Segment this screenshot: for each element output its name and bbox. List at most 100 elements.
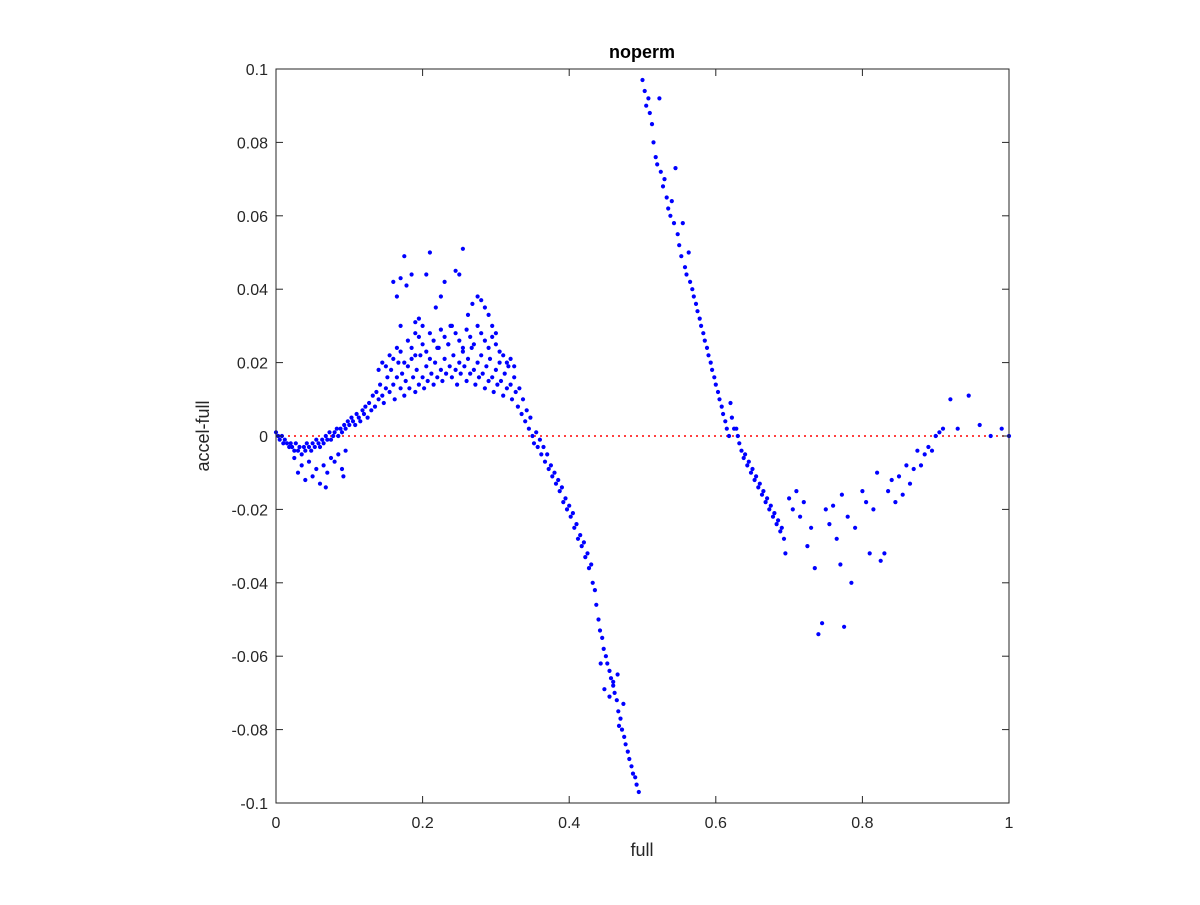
data-point	[448, 323, 453, 328]
y-tick-label: 0	[259, 429, 268, 446]
data-point	[763, 500, 768, 505]
x-tick-label: 0.6	[705, 815, 727, 832]
data-point	[729, 415, 735, 420]
data-point	[442, 356, 447, 361]
data-point	[805, 544, 810, 549]
data-point	[781, 536, 787, 541]
data-point	[634, 782, 639, 787]
data-point	[820, 621, 825, 626]
data-point	[642, 88, 647, 94]
data-point	[790, 507, 795, 512]
data-point	[893, 500, 898, 505]
data-point	[391, 382, 396, 387]
data-point	[585, 551, 590, 556]
data-point	[506, 364, 511, 369]
data-point	[728, 400, 733, 406]
data-point	[404, 283, 409, 288]
data-point	[414, 367, 419, 372]
data-point	[574, 522, 579, 527]
data-point	[849, 580, 854, 585]
data-point	[933, 433, 938, 439]
data-point	[977, 422, 982, 428]
data-point	[343, 448, 348, 453]
data-point	[491, 389, 496, 395]
data-points	[273, 77, 1012, 795]
data-point	[633, 775, 638, 780]
data-point	[413, 389, 418, 395]
data-point	[590, 580, 595, 585]
data-point	[297, 444, 302, 450]
data-point	[295, 470, 301, 475]
data-point	[724, 426, 729, 431]
data-point	[447, 364, 452, 369]
data-point	[316, 441, 321, 446]
data-point	[776, 518, 781, 523]
data-point	[575, 536, 581, 541]
data-point	[306, 444, 312, 450]
data-point	[926, 444, 931, 450]
data-point	[398, 276, 403, 281]
data-point	[523, 419, 528, 424]
data-point	[502, 371, 507, 376]
data-point	[464, 378, 469, 384]
data-point	[451, 353, 456, 358]
data-point	[431, 382, 436, 387]
data-point	[513, 389, 518, 395]
x-tick-label: 1	[1005, 815, 1014, 832]
data-point	[940, 426, 946, 431]
data-point	[303, 477, 308, 483]
data-point	[389, 367, 394, 372]
data-point	[706, 353, 711, 358]
data-point	[839, 492, 845, 497]
data-point	[721, 411, 726, 417]
data-point	[774, 522, 779, 527]
data-point	[882, 551, 887, 556]
data-point	[578, 533, 583, 538]
data-point	[460, 349, 465, 354]
data-point	[966, 393, 971, 398]
data-point	[915, 448, 920, 453]
data-point	[616, 709, 621, 714]
data-point	[420, 375, 425, 380]
data-point	[988, 433, 993, 439]
y-axis-label: accel-full	[193, 400, 213, 471]
data-point	[361, 411, 367, 417]
data-point	[900, 492, 905, 497]
axis-ticks	[275, 68, 1010, 804]
data-point	[394, 294, 399, 299]
data-point	[904, 463, 909, 468]
data-point	[427, 331, 432, 336]
data-point	[517, 386, 522, 391]
data-point	[341, 474, 346, 479]
data-point	[482, 338, 487, 343]
data-point	[317, 444, 323, 450]
data-point	[376, 397, 381, 402]
data-point	[596, 617, 601, 622]
data-point	[911, 466, 916, 472]
data-point	[658, 169, 663, 174]
data-point	[646, 96, 651, 101]
data-point	[787, 496, 792, 501]
data-point	[754, 474, 759, 479]
data-point	[374, 389, 379, 395]
data-point	[334, 426, 339, 431]
data-point	[745, 463, 750, 468]
data-point	[693, 301, 699, 306]
data-point	[542, 459, 548, 464]
data-point	[853, 525, 858, 530]
data-point	[378, 382, 383, 387]
data-point	[431, 338, 436, 343]
y-tick-label: 0.08	[237, 135, 268, 152]
data-point	[292, 448, 297, 453]
data-point	[597, 628, 603, 633]
data-point	[479, 298, 484, 303]
data-point	[350, 419, 356, 424]
data-point	[331, 433, 336, 439]
data-point	[383, 364, 388, 369]
data-point	[605, 661, 610, 666]
data-point	[303, 448, 308, 453]
data-point	[398, 323, 403, 328]
data-point	[739, 448, 744, 453]
data-point	[453, 367, 458, 372]
data-point	[320, 437, 325, 442]
